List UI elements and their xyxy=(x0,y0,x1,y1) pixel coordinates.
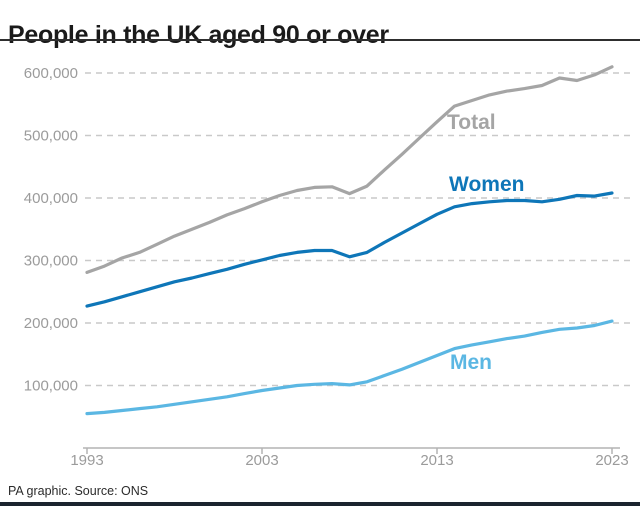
y-axis-tick-label: 600,000 xyxy=(24,65,78,82)
y-axis-tick-label: 200,000 xyxy=(24,315,78,332)
y-axis-tick-label: 300,000 xyxy=(24,253,78,270)
series-line-men xyxy=(85,319,614,416)
y-axis-tick-label: 400,000 xyxy=(24,190,78,207)
line-chart: 100,000 200,000 300,000 400,000 500,000 600,0… xyxy=(24,65,632,469)
title-divider xyxy=(0,39,640,41)
series-label-men: Men xyxy=(450,351,492,374)
y-axis-tick-label: 100,000 xyxy=(24,378,78,395)
series-label-total: Total xyxy=(447,111,496,134)
series-label-women: Women xyxy=(449,173,524,196)
source-credit: PA graphic. Source: ONS xyxy=(8,484,149,498)
page-title: People in the UK aged 90 or over xyxy=(8,20,389,49)
series-line-total xyxy=(85,65,614,274)
y-axis-tick-label: 500,000 xyxy=(24,128,78,145)
x-axis-tick-label: 1993 xyxy=(70,452,103,469)
footer-bar xyxy=(0,502,640,506)
x-axis-tick-label: 2013 xyxy=(420,452,453,469)
x-axis-tick-label: 2003 xyxy=(245,452,278,469)
x-axis-tick-label: 2023 xyxy=(595,452,628,469)
series-line-women xyxy=(85,191,614,308)
